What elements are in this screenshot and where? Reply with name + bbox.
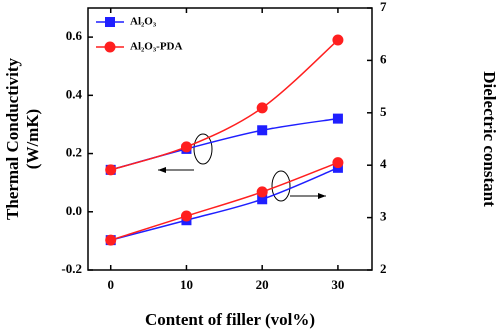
y-tick-label: 0.0 [66,203,82,218]
series-line [110,161,339,241]
data-point [257,194,268,205]
y2-tick-label: 3 [380,209,387,224]
legend-marker [105,17,115,27]
y2-tick-label: 2 [380,261,387,276]
annotation-arrowhead [158,167,166,173]
data-point [180,210,192,222]
data-point [332,113,343,124]
data-point [105,234,117,246]
data-point [257,125,268,136]
y-tick-label: 0.6 [66,28,83,43]
series-line [110,117,339,171]
y2-tick-label: 5 [380,104,387,119]
y2-tick-label: 6 [380,51,387,66]
legend-label: Al₂O₃-PDA [130,41,182,53]
x-axis-label: Content of filler (vol%) [145,310,315,329]
annotation-ellipse [193,133,213,165]
x-tick-label: 30 [331,277,344,292]
data-point [256,186,268,198]
data-point [180,141,192,153]
y2-tick-label: 4 [380,156,387,171]
y-axis-label: Thermal Conductivity [3,58,22,220]
annotation-arrowhead [318,193,326,199]
data-point [105,164,117,176]
x-tick-label: 20 [256,277,269,292]
series-line [110,167,339,241]
plot-frame [87,7,373,271]
data-point [256,102,268,114]
y2-tick-label: 7 [380,0,387,14]
data-point [332,34,344,46]
legend-marker [104,41,116,53]
legend-label: Al₂O₃ [130,16,157,28]
data-point [332,157,344,169]
y-tick-label: 0.4 [66,86,83,101]
series-line [110,39,339,171]
y-tick-label: -0.2 [61,261,82,276]
y-axis-label: (W/mK) [23,109,42,169]
x-tick-label: 10 [180,277,193,292]
y-tick-label: 0.2 [66,145,82,160]
annotation-ellipse [271,170,291,202]
x-tick-label: 0 [107,277,114,292]
y2-axis-label: Dielectric constant [480,71,499,207]
